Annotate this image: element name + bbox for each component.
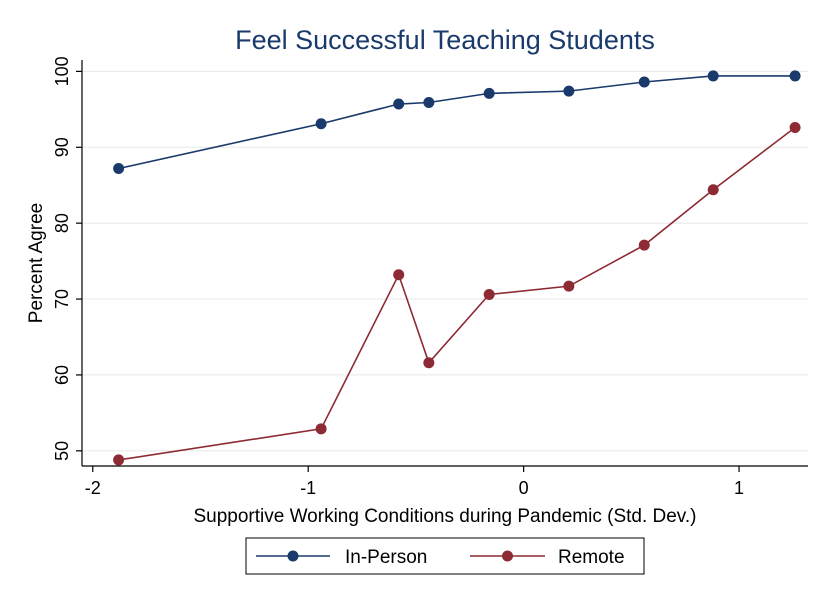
gridlines <box>82 70 808 452</box>
legend: In-Person Remote <box>245 537 645 575</box>
data-point-remote <box>113 454 125 466</box>
legend-label-remote: Remote <box>558 547 625 568</box>
y-tick-label: 50 <box>52 441 72 461</box>
data-point-remote <box>423 357 435 369</box>
data-point-in-person <box>483 87 495 99</box>
data-point-in-person <box>638 76 650 88</box>
data-point-in-person <box>423 96 435 108</box>
x-tick-label: -1 <box>300 478 316 498</box>
series-group <box>113 70 801 466</box>
chart-title: Feel Successful Teaching Students <box>235 25 655 55</box>
data-point-in-person <box>393 98 405 110</box>
data-point-remote <box>315 423 327 435</box>
data-point-remote <box>789 122 801 134</box>
axis-ticks: 50 60 70 80 90 100 -2 -1 0 1 <box>52 56 744 498</box>
x-tick-label: -2 <box>85 478 101 498</box>
data-point-in-person <box>707 70 719 82</box>
y-tick-label: 70 <box>52 289 72 309</box>
legend-marker-remote <box>502 550 513 562</box>
data-point-in-person <box>563 85 575 97</box>
data-point-remote <box>707 184 719 196</box>
y-axis-label: Percent Agree <box>26 203 47 323</box>
data-point-remote <box>638 239 650 251</box>
legend-marker-in-person <box>287 550 299 562</box>
x-axis-label: Supportive Working Conditions during Pan… <box>193 506 696 527</box>
legend-items: In-Person Remote <box>256 547 625 568</box>
y-tick-label: 100 <box>52 56 72 86</box>
y-tick-label: 90 <box>52 137 72 157</box>
x-tick-label: 1 <box>734 478 744 498</box>
data-point-in-person <box>315 118 327 130</box>
data-point-remote <box>393 269 405 281</box>
x-tick-label: 0 <box>519 478 529 498</box>
data-point-remote <box>563 280 575 292</box>
series-line-remote <box>118 126 796 461</box>
data-point-in-person <box>113 163 125 175</box>
data-point-in-person <box>789 70 801 82</box>
series-line-in-person <box>118 75 796 170</box>
y-tick-label: 60 <box>52 365 72 385</box>
legend-label-in-person: In-Person <box>345 547 427 568</box>
y-tick-label: 80 <box>52 213 72 233</box>
data-point-remote <box>483 288 495 300</box>
